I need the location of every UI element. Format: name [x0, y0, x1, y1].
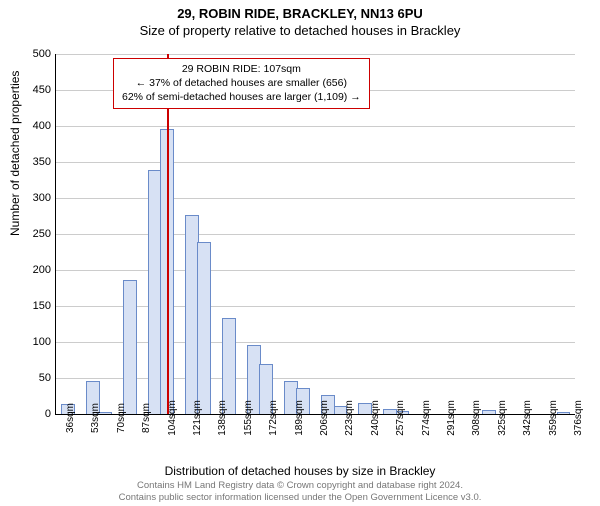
annotation-line2: ← 37% of detached houses are smaller (65…	[122, 76, 361, 90]
x-tick-label: 155sqm	[243, 400, 254, 436]
annotation-line3: 62% of semi-detached houses are larger (…	[122, 90, 361, 104]
x-axis-label: Distribution of detached houses by size …	[0, 464, 600, 478]
x-tick-label: 36sqm	[65, 403, 76, 433]
x-tick-label: 308sqm	[471, 400, 482, 436]
y-tick-label: 350	[33, 156, 51, 168]
x-tick-label: 325sqm	[497, 400, 508, 436]
y-axis-line	[55, 54, 56, 414]
y-tick-label: 150	[33, 300, 51, 312]
x-tick-label: 172sqm	[268, 400, 279, 436]
x-tick-label: 342sqm	[522, 400, 533, 436]
x-tick-label: 121sqm	[192, 400, 203, 436]
histogram-bar	[123, 280, 137, 414]
chart-plot-area: 05010015020025030035040045050036sqm53sqm…	[55, 54, 575, 414]
x-tick-label: 70sqm	[116, 403, 127, 433]
gridline	[55, 162, 575, 163]
y-tick-label: 300	[33, 192, 51, 204]
y-tick-label: 400	[33, 120, 51, 132]
chart-title-sub: Size of property relative to detached ho…	[0, 23, 600, 38]
x-tick-label: 138sqm	[217, 400, 228, 436]
x-tick-label: 257sqm	[395, 400, 406, 436]
y-axis-label: Number of detached properties	[8, 71, 22, 236]
y-tick-label: 100	[33, 336, 51, 348]
x-tick-label: 87sqm	[141, 403, 152, 433]
histogram-bar	[197, 242, 211, 414]
y-tick-label: 250	[33, 228, 51, 240]
x-tick-label: 189sqm	[294, 400, 305, 436]
footnote-line1: Contains HM Land Registry data © Crown c…	[0, 480, 600, 492]
y-tick-label: 0	[45, 408, 51, 420]
y-tick-label: 450	[33, 84, 51, 96]
footnote-line2: Contains public sector information licen…	[0, 492, 600, 504]
y-tick-label: 200	[33, 264, 51, 276]
x-tick-label: 53sqm	[90, 403, 101, 433]
y-tick-label: 500	[33, 48, 51, 60]
gridline	[55, 198, 575, 199]
gridline	[55, 126, 575, 127]
gridline	[55, 234, 575, 235]
gridline	[55, 270, 575, 271]
x-tick-label: 240sqm	[370, 400, 381, 436]
y-tick-label: 50	[39, 372, 51, 384]
x-tick-label: 359sqm	[548, 400, 559, 436]
x-tick-label: 291sqm	[446, 400, 457, 436]
annotation-line1: 29 ROBIN RIDE: 107sqm	[122, 62, 361, 76]
chart-title-main: 29, ROBIN RIDE, BRACKLEY, NN13 6PU	[0, 6, 600, 21]
gridline	[55, 54, 575, 55]
chart-container: 29, ROBIN RIDE, BRACKLEY, NN13 6PU Size …	[0, 6, 600, 506]
x-tick-label: 206sqm	[319, 400, 330, 436]
x-tick-label: 376sqm	[573, 400, 584, 436]
footnote: Contains HM Land Registry data © Crown c…	[0, 480, 600, 504]
x-tick-label: 223sqm	[344, 400, 355, 436]
x-tick-label: 274sqm	[421, 400, 432, 436]
annotation-box: 29 ROBIN RIDE: 107sqm ← 37% of detached …	[113, 58, 370, 109]
